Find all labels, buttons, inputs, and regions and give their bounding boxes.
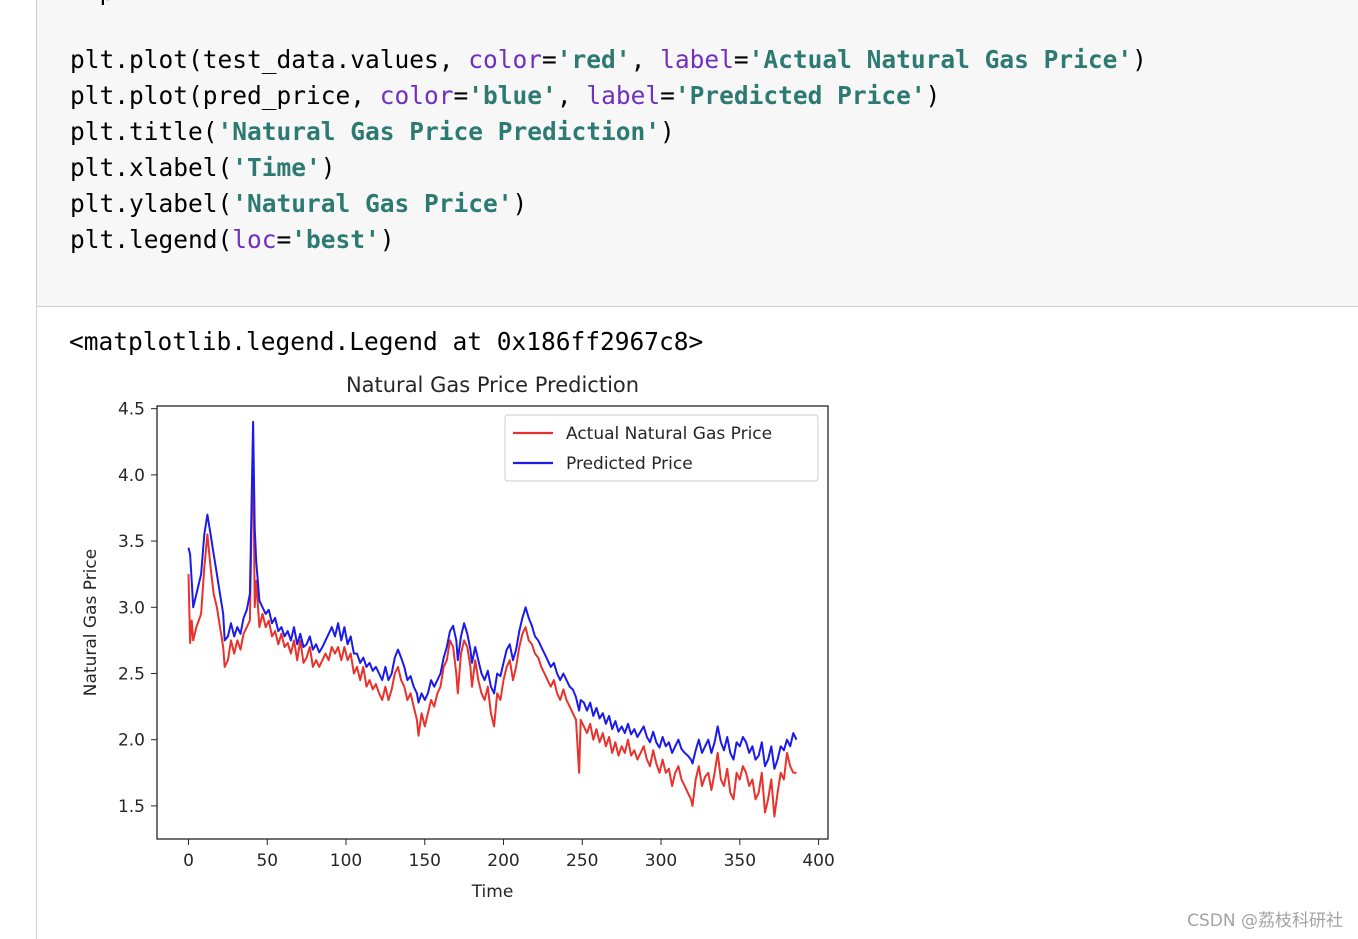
y-tick-label: 4.0 <box>118 466 145 486</box>
legend-box <box>504 414 819 482</box>
plot-frame <box>156 405 829 840</box>
code-string-token: 'Actual Natural Gas Price' <box>748 45 1133 74</box>
y-tick-label: 2.0 <box>118 731 145 751</box>
code-token: = <box>542 45 557 74</box>
code-token: plt.title( <box>70 117 218 146</box>
code-token: plt.plot(test_data.values, <box>70 45 469 74</box>
series-line-predicted <box>187 420 798 770</box>
code-string-token: 'Predicted Price' <box>674 81 926 110</box>
code-line: plt.ylabel('Natural Gas Price') <box>70 186 527 222</box>
x-tick-label: 350 <box>724 851 756 871</box>
watermark: CSDN @荔枝科研社 <box>1187 911 1343 931</box>
code-keyword-token: loc <box>232 225 277 254</box>
matplotlib-chart: 0 50 100 150 200 250 300 350 400 1.5 2.0 2.5 3.0 3.5 4… <box>81 373 835 902</box>
code-token: ) <box>660 117 675 146</box>
code-token: ) <box>320 153 336 182</box>
code-string-token: 'Time' <box>232 153 321 182</box>
code-token: plt.xlabel( <box>70 153 233 182</box>
code-line: plt.legend(loc='best') <box>70 222 395 258</box>
x-tick-label: 100 <box>330 851 362 871</box>
code-token: , <box>630 45 661 74</box>
cell-left-border <box>36 0 37 939</box>
x-axis-label: Time <box>471 882 514 902</box>
code-line: plt.title('Natural Gas Price Prediction'… <box>70 114 675 150</box>
code-string-token: 'best' <box>291 225 380 254</box>
code-string-token: 'blue' <box>468 81 557 110</box>
code-keyword-token: color <box>468 45 543 74</box>
code-keyword-token: label <box>660 45 734 74</box>
code-cell-input[interactable]: plt.plot(test_data.values, color='red', … <box>37 0 1358 307</box>
y-tick-label: 4.5 <box>118 400 145 420</box>
x-tick-label: 50 <box>256 851 278 871</box>
x-tick-label: 300 <box>645 851 677 871</box>
series-line-actual <box>187 436 797 818</box>
y-axis-label: Natural Gas Price <box>81 549 101 696</box>
code-token: plt.plot(pred_price, <box>70 81 380 110</box>
x-tick-label: 200 <box>487 851 519 871</box>
legend-entry-label: Predicted Price <box>566 454 693 474</box>
chart-title: Natural Gas Price Prediction <box>346 373 639 397</box>
x-tick-label: 0 <box>183 851 194 871</box>
code-token: = <box>453 81 469 110</box>
legend-entry-label: Actual Natural Gas Price <box>566 424 772 444</box>
y-tick-label: 1.5 <box>118 797 145 817</box>
code-string-token: 'Natural Gas Price' <box>232 189 513 218</box>
y-tick-label: 3.5 <box>118 532 145 552</box>
code-token: ) <box>1132 45 1147 74</box>
code-line: plt.plot(pred_price, color='blue', label… <box>70 78 940 114</box>
code-token: ) <box>925 81 941 110</box>
x-tick-label: 400 <box>802 851 834 871</box>
code-keyword-token: label <box>586 81 661 110</box>
code-string-token: 'Natural Gas Price Prediction' <box>217 117 661 146</box>
x-tick-label: 150 <box>409 851 441 871</box>
code-token: plt.legend( <box>70 225 233 254</box>
code-string-token: 'red' <box>556 45 631 74</box>
code-token: = <box>660 81 675 110</box>
code-token: = <box>733 45 749 74</box>
code-token: ) <box>512 189 528 218</box>
code-token: plt.ylabel( <box>70 189 233 218</box>
code-token: , <box>556 81 587 110</box>
cell-output-text: <matplotlib.legend.Legend at 0x186ff2967… <box>69 327 704 356</box>
code-token: = <box>276 225 292 254</box>
x-tick-label: 250 <box>566 851 598 871</box>
code-line: plt.plot(test_data.values, color='red', … <box>70 42 1147 78</box>
code-keyword-token: color <box>379 81 454 110</box>
partial-code-line: p <box>70 0 115 10</box>
y-tick-label: 2.5 <box>118 664 145 684</box>
code-token: ) <box>379 225 395 254</box>
y-tick-label: 3.0 <box>118 598 145 618</box>
code-line: plt.xlabel('Time') <box>70 150 336 186</box>
